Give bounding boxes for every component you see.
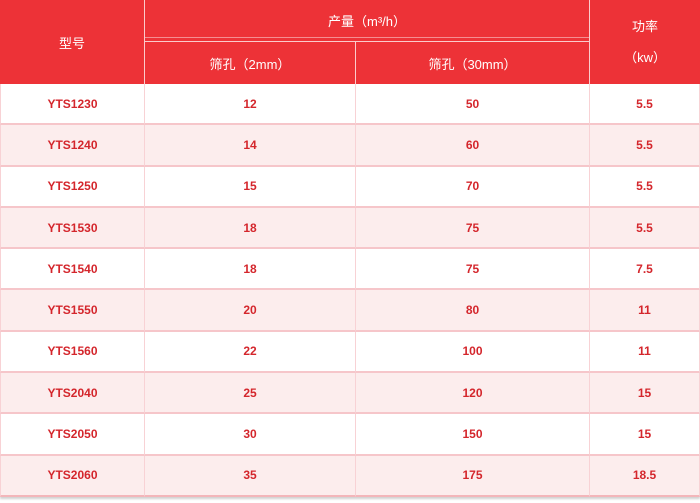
table-row: YTS1550 20 80 11 bbox=[0, 290, 700, 332]
model-cell: YTS1550 bbox=[0, 290, 145, 332]
power-cell: 7.5 bbox=[590, 249, 700, 291]
table-row: YTS1240 14 60 5.5 bbox=[0, 125, 700, 167]
sieve-2mm-cell: 14 bbox=[145, 125, 356, 167]
sieve-2mm-cell: 12 bbox=[145, 84, 356, 126]
sieve-30mm-cell: 70 bbox=[356, 166, 591, 208]
model-cell: YTS1530 bbox=[0, 207, 145, 250]
power-cell: 11 bbox=[590, 331, 700, 374]
sieve-30mm-cell: 75 bbox=[356, 249, 591, 291]
model-cell: YTS1540 bbox=[0, 249, 145, 291]
sieve-30mm-cell: 120 bbox=[356, 373, 591, 415]
sieve-30mm-cell: 100 bbox=[356, 331, 591, 374]
col-header-sieve-2mm: 筛孔（2mm） bbox=[145, 42, 356, 84]
table-row: YTS1560 22 100 11 bbox=[0, 331, 700, 374]
power-label-line1: 功率 bbox=[632, 18, 659, 34]
sieve-30mm-cell: 60 bbox=[356, 125, 591, 167]
model-cell: YTS1250 bbox=[0, 166, 145, 208]
sieve-30mm-cell: 80 bbox=[356, 290, 591, 332]
power-cell: 18.5 bbox=[590, 455, 700, 497]
col-header-sieve-30mm: 筛孔（30mm） bbox=[356, 42, 591, 84]
table-row: YTS2050 30 150 15 bbox=[0, 414, 700, 456]
table-row: YTS1250 15 70 5.5 bbox=[0, 166, 700, 208]
model-cell: YTS1560 bbox=[0, 331, 145, 374]
table-row: YTS1530 18 75 5.5 bbox=[0, 207, 700, 250]
model-cell: YTS2060 bbox=[0, 455, 145, 497]
table-row: YTS2060 35 175 18.5 bbox=[0, 455, 700, 497]
col-header-output-group: 产量（m³/h） bbox=[145, 0, 591, 42]
power-cell: 15 bbox=[590, 373, 700, 415]
power-label-line2: （kw） bbox=[624, 49, 666, 65]
sieve-2mm-cell: 30 bbox=[145, 414, 356, 456]
sieve-30mm-cell: 50 bbox=[356, 84, 591, 126]
sieve-30mm-cell: 150 bbox=[356, 414, 591, 456]
header-row-top: 型号 产量（m³/h） 功率 （kw） bbox=[0, 0, 700, 84]
power-cell: 5.5 bbox=[590, 125, 700, 167]
col-header-power: 功率 （kw） bbox=[590, 0, 700, 84]
model-cell: YTS2040 bbox=[0, 373, 145, 415]
table-body: YTS1230 12 50 5.5 YTS1240 14 60 5.5 YTS1… bbox=[0, 84, 700, 497]
power-cell: 5.5 bbox=[590, 84, 700, 126]
sieve-2mm-cell: 35 bbox=[145, 455, 356, 497]
sieve-2mm-cell: 25 bbox=[145, 373, 356, 415]
table-row: YTS1540 18 75 7.5 bbox=[0, 249, 700, 291]
sieve-2mm-cell: 15 bbox=[145, 166, 356, 208]
model-cell: YTS2050 bbox=[0, 414, 145, 456]
sieve-2mm-cell: 20 bbox=[145, 290, 356, 332]
sieve-2mm-cell: 18 bbox=[145, 207, 356, 250]
table-header: 型号 产量（m³/h） 功率 （kw） 筛孔（2mm） 筛孔（30mm） bbox=[0, 0, 700, 84]
power-cell: 5.5 bbox=[590, 207, 700, 250]
table-row: YTS1230 12 50 5.5 bbox=[0, 84, 700, 126]
header-row-sub: 筛孔（2mm） 筛孔（30mm） bbox=[0, 42, 700, 84]
model-cell: YTS1230 bbox=[0, 84, 145, 126]
power-cell: 11 bbox=[590, 290, 700, 332]
model-cell: YTS1240 bbox=[0, 125, 145, 167]
sieve-30mm-cell: 75 bbox=[356, 207, 591, 250]
table-row: YTS2040 25 120 15 bbox=[0, 373, 700, 415]
sieve-2mm-cell: 18 bbox=[145, 249, 356, 291]
sieve-30mm-cell: 175 bbox=[356, 455, 591, 497]
power-cell: 5.5 bbox=[590, 166, 700, 208]
sieve-2mm-cell: 22 bbox=[145, 331, 356, 374]
power-cell: 15 bbox=[590, 414, 700, 456]
col-header-model: 型号 bbox=[0, 0, 145, 84]
